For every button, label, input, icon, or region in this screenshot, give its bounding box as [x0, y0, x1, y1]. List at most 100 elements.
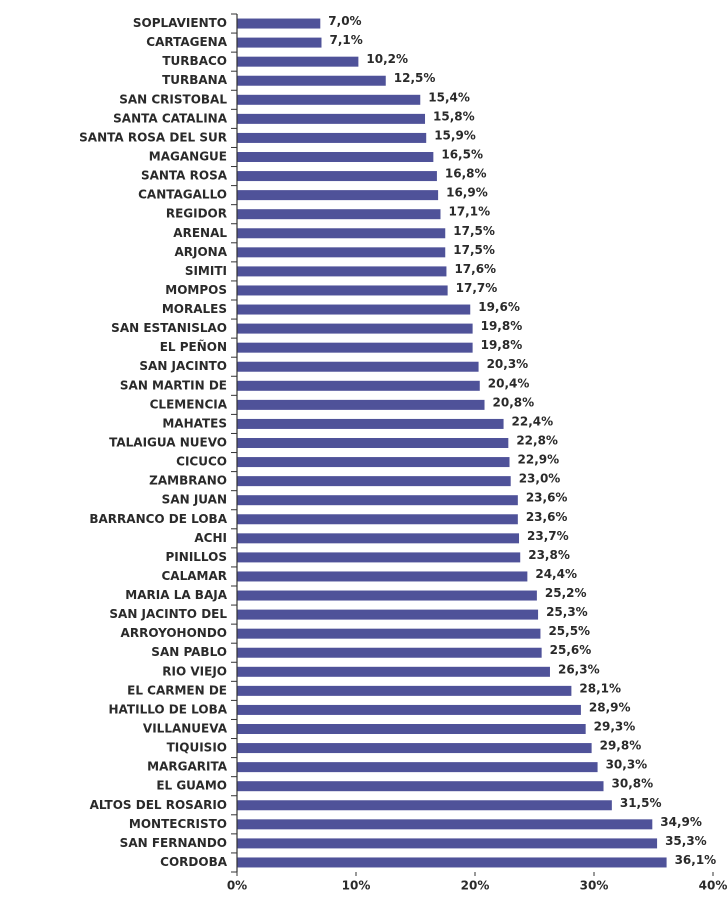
value-label: 16,9% [446, 186, 488, 200]
bar [237, 94, 421, 105]
bar [237, 380, 480, 391]
bar [237, 571, 528, 582]
value-label: 26,3% [558, 662, 600, 676]
value-label: 30,3% [606, 758, 648, 772]
x-tick-label: 0% [227, 879, 247, 893]
value-label: 7,1% [329, 33, 362, 47]
category-label: CORDOBA [160, 855, 228, 869]
value-label: 29,3% [594, 720, 636, 734]
value-label: 36,1% [675, 853, 717, 867]
bar [237, 342, 473, 353]
value-label: 20,8% [493, 395, 535, 409]
category-label: TURBANA [162, 73, 228, 87]
value-label: 16,8% [445, 167, 487, 181]
value-label: 20,3% [487, 357, 529, 371]
value-label: 19,8% [481, 338, 523, 352]
category-label: SAN CRISTOBAL [119, 92, 227, 106]
bar [237, 704, 581, 715]
bar [237, 285, 448, 296]
value-label: 20,4% [488, 376, 530, 390]
bar [237, 514, 518, 525]
value-label: 22,4% [512, 414, 554, 428]
bar [237, 132, 427, 143]
value-label: 22,9% [518, 453, 560, 467]
bar [237, 800, 612, 811]
value-label: 7,0% [328, 14, 361, 28]
value-label: 25,3% [546, 605, 588, 619]
value-label: 28,1% [579, 681, 621, 695]
value-label: 12,5% [394, 71, 436, 85]
category-label: SAN JACINTO [139, 359, 227, 373]
category-label: MARIA LA BAJA [125, 588, 227, 602]
category-label: TALAIGUA NUEVO [109, 436, 227, 450]
bar [237, 304, 471, 315]
bar [237, 113, 426, 124]
value-label: 17,6% [454, 262, 496, 276]
bar [237, 399, 485, 410]
category-label: SAN PABLO [151, 645, 227, 659]
category-label: REGIDOR [166, 207, 227, 221]
bar [237, 247, 446, 258]
category-label: MONTECRISTO [129, 817, 227, 831]
value-label: 23,0% [519, 472, 561, 486]
value-label: 15,4% [428, 90, 470, 104]
category-label: ALTOS DEL ROSARIO [90, 798, 227, 812]
value-label: 16,5% [441, 148, 483, 162]
value-label: 19,6% [478, 300, 520, 314]
category-label: SANTA CATALINA [113, 111, 228, 125]
category-label: ZAMBRANO [149, 474, 227, 488]
value-label: 24,4% [535, 567, 577, 581]
category-label: ACHI [194, 531, 227, 545]
category-label: PINILLOS [166, 550, 227, 564]
bar [237, 666, 550, 677]
category-label: SANTA ROSA DEL SUR [79, 130, 227, 144]
bar [237, 18, 321, 29]
bar [237, 628, 541, 639]
bar [237, 476, 511, 487]
category-label: CICUCO [176, 455, 227, 469]
category-label: TURBACO [162, 54, 227, 68]
value-label: 25,6% [550, 643, 592, 657]
bar [237, 647, 542, 658]
value-label: 31,5% [620, 796, 662, 810]
value-label: 17,5% [453, 224, 495, 238]
category-label: EL CARMEN DE [127, 683, 227, 697]
category-label: ARROYOHONDO [121, 626, 227, 640]
bar [237, 418, 504, 429]
value-label: 22,8% [516, 434, 558, 448]
bar [237, 685, 572, 696]
value-label: 17,5% [453, 243, 495, 257]
category-label: CANTAGALLO [138, 188, 227, 202]
value-label: 28,9% [589, 700, 631, 714]
category-label: SAN MARTIN DE [120, 378, 227, 392]
bar [237, 762, 598, 773]
value-label: 17,7% [456, 281, 498, 295]
bar [237, 438, 509, 448]
bar [237, 37, 322, 48]
value-label: 23,8% [528, 548, 570, 562]
bar [237, 857, 667, 868]
x-tick-label: 20% [461, 879, 490, 893]
bar [237, 228, 446, 239]
value-label: 25,5% [548, 624, 590, 638]
category-label: CARTAGENA [146, 35, 227, 49]
bar [237, 209, 441, 220]
category-label: VILLANUEVA [143, 722, 228, 736]
bar [237, 552, 521, 563]
value-label: 34,9% [660, 815, 702, 829]
category-label: MOMPOS [165, 283, 227, 297]
value-label: 23,6% [526, 491, 568, 505]
bar [237, 724, 586, 734]
category-label: EL GUAMO [156, 779, 227, 793]
bar [237, 609, 539, 620]
bar [237, 323, 473, 334]
category-label: BARRANCO DE LOBA [89, 512, 227, 526]
category-label: SAN JACINTO DEL [109, 607, 227, 621]
bar [237, 781, 604, 792]
category-label: SOPLAVIENTO [133, 16, 227, 30]
category-label: MAHATES [162, 416, 227, 430]
value-label: 19,8% [481, 319, 523, 333]
x-tick-label: 10% [342, 879, 371, 893]
value-label: 29,8% [600, 739, 642, 753]
